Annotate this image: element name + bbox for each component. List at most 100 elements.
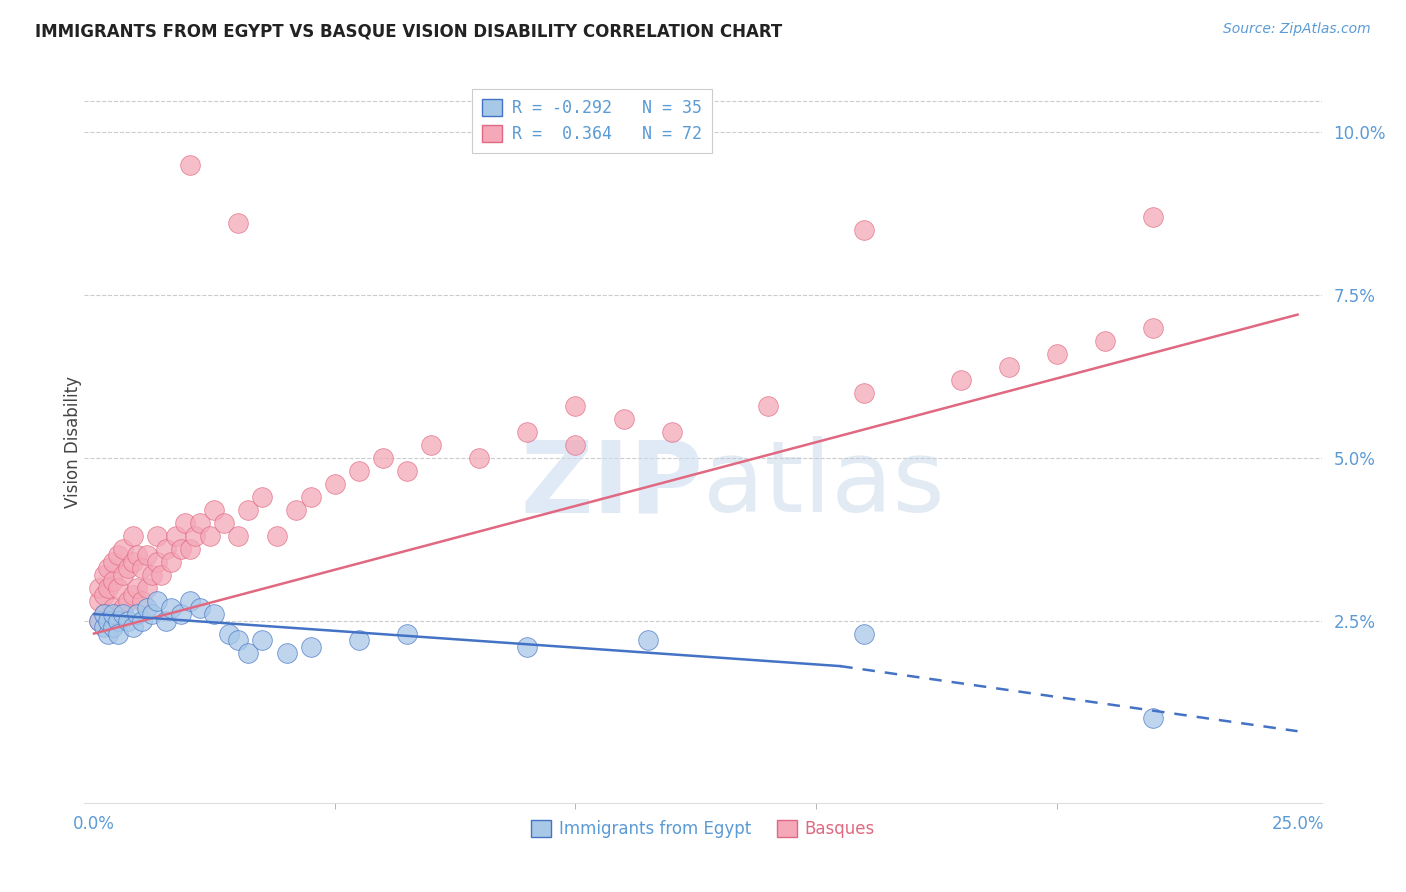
Point (468, 450, 491, 465)
Point (127, 607, 149, 621)
Point (395, 626, 418, 640)
Point (136, 549, 159, 563)
Point (87, 594, 110, 608)
Point (107, 614, 129, 628)
Point (103, 607, 125, 621)
Point (169, 607, 191, 621)
Text: IMMIGRANTS FROM EGYPT VS BASQUE VISION DISABILITY CORRELATION CHART: IMMIGRANTS FROM EGYPT VS BASQUE VISION D… (35, 22, 782, 40)
Point (121, 587, 143, 601)
Point (299, 640, 322, 654)
Point (202, 607, 225, 621)
Point (145, 594, 167, 608)
Point (107, 581, 129, 595)
Point (127, 581, 149, 595)
Point (1142, 210, 1164, 224)
Text: atlas: atlas (703, 436, 945, 533)
Point (160, 600, 183, 615)
Point (516, 425, 538, 439)
Point (103, 620, 125, 634)
Point (236, 503, 259, 517)
Point (111, 568, 134, 582)
Point (117, 561, 139, 575)
Point (613, 411, 636, 425)
Point (179, 594, 201, 608)
Point (395, 464, 418, 478)
Point (202, 503, 225, 517)
Point (117, 614, 139, 628)
Point (97, 581, 120, 595)
Point (347, 464, 370, 478)
Point (93, 607, 115, 621)
Point (188, 516, 211, 530)
Point (949, 373, 972, 387)
Point (756, 399, 779, 413)
Point (93, 607, 115, 621)
Point (103, 555, 125, 569)
Point (179, 541, 201, 556)
Point (184, 529, 207, 543)
Point (1046, 346, 1069, 360)
Point (127, 549, 149, 563)
Point (169, 541, 191, 556)
Point (141, 568, 163, 582)
Point (107, 607, 129, 621)
Point (252, 490, 274, 504)
Point (111, 541, 134, 556)
Text: ZIP: ZIP (520, 436, 703, 533)
Point (87, 581, 110, 595)
Point (420, 438, 443, 452)
Point (150, 568, 173, 582)
Point (103, 574, 125, 589)
Point (853, 385, 876, 400)
Point (228, 217, 250, 231)
Point (564, 399, 586, 413)
Point (107, 549, 129, 563)
Legend: Immigrants from Egypt, Basques: Immigrants from Egypt, Basques (524, 814, 882, 845)
Point (155, 541, 177, 556)
Point (516, 640, 538, 654)
Point (97, 626, 120, 640)
Point (131, 561, 153, 575)
Point (136, 581, 159, 595)
Point (160, 555, 183, 569)
Point (141, 607, 163, 621)
Point (131, 594, 153, 608)
Point (93, 620, 115, 634)
Point (564, 438, 586, 452)
Point (111, 607, 134, 621)
Y-axis label: Vision Disability: Vision Disability (65, 376, 82, 508)
Point (131, 614, 153, 628)
Point (252, 633, 274, 648)
Point (285, 503, 308, 517)
Point (174, 516, 197, 530)
Point (179, 158, 201, 172)
Point (87, 614, 110, 628)
Point (121, 620, 143, 634)
Point (853, 626, 876, 640)
Point (276, 646, 298, 660)
Point (661, 425, 683, 439)
Point (323, 476, 346, 491)
Point (97, 614, 120, 628)
Point (87, 614, 110, 628)
Point (93, 568, 115, 582)
Point (236, 646, 259, 660)
Point (212, 516, 235, 530)
Point (136, 600, 159, 615)
Point (1142, 711, 1164, 725)
Point (1142, 320, 1164, 334)
Point (117, 594, 139, 608)
Point (165, 529, 187, 543)
Point (97, 561, 120, 575)
Point (637, 633, 659, 648)
Point (145, 555, 167, 569)
Point (121, 555, 143, 569)
Point (1094, 334, 1116, 348)
Point (107, 626, 129, 640)
Point (188, 600, 211, 615)
Point (228, 529, 250, 543)
Point (97, 614, 120, 628)
Point (228, 633, 250, 648)
Point (198, 529, 221, 543)
Text: Source: ZipAtlas.com: Source: ZipAtlas.com (1223, 22, 1371, 37)
